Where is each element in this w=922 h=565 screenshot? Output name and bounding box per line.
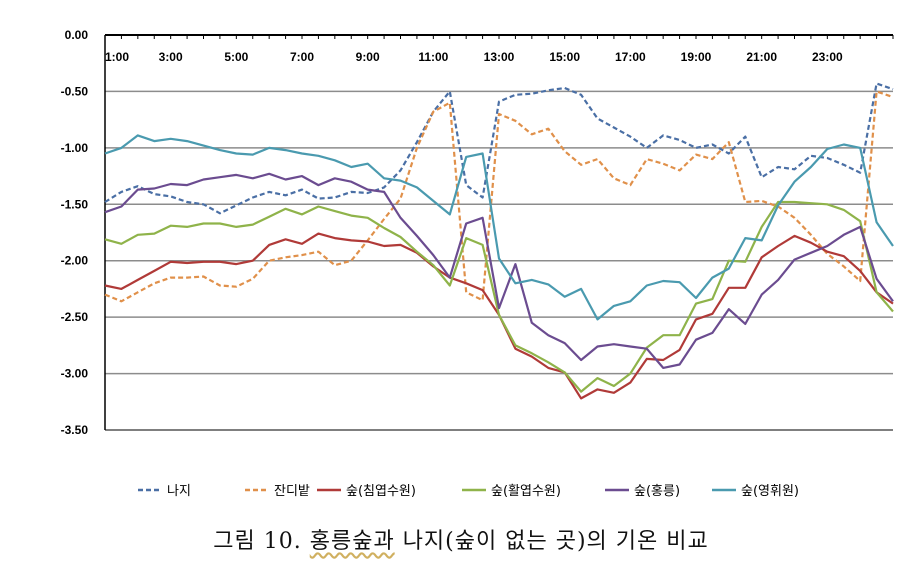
x-tick-label: 7:00: [290, 50, 314, 64]
legend-label: 잔디밭: [274, 484, 310, 499]
x-tick-label: 15:00: [549, 50, 580, 64]
y-tick-label: -1.50: [61, 197, 89, 211]
y-tick-label: -1.00: [61, 141, 89, 155]
y-tick-label: -3.00: [61, 367, 89, 381]
x-tick-label: 19:00: [681, 50, 712, 64]
x-tick-label: 21:00: [746, 50, 777, 64]
x-tick-label: 3:00: [159, 50, 183, 64]
series-line-1: [104, 82, 894, 215]
x-tick-label: 13:00: [484, 50, 515, 64]
series-line-5: [104, 172, 894, 369]
legend-label: 나지: [167, 484, 191, 499]
x-tick-label: 1:00: [105, 50, 129, 64]
y-axis: 0.00 -0.50 -1.00 -1.50 -2.00 -2.50 -3.00 -3.50: [61, 28, 106, 437]
legend-label: 숲(영휘원): [741, 484, 799, 499]
x-axis: 1:00 3:00 5:00 7:00 9:00 11:00 13:00 15:00 17:00…: [104, 35, 894, 64]
x-tick-label: 17:00: [615, 50, 646, 64]
legend-label: 숲(활엽수원): [491, 484, 561, 499]
legend-label: 숲(침엽수원): [346, 484, 416, 499]
series-lines: [104, 82, 894, 400]
x-tick-label: 23:00: [812, 50, 843, 64]
series-line-6: [104, 134, 894, 321]
y-tick-label: -2.00: [61, 254, 89, 268]
series-line-2: [104, 90, 894, 303]
x-tick-label: 5:00: [224, 50, 248, 64]
x-tick-label: 11:00: [418, 50, 448, 64]
caption-underlined: 홍릉숲과: [309, 529, 395, 554]
legend-label: 숲(홍릉): [634, 484, 680, 499]
grid-lines: [105, 34, 893, 431]
y-tick-label: -2.50: [61, 310, 89, 324]
y-tick-label: -0.50: [61, 84, 89, 98]
caption-suffix: 나지(숲이 없는 곳)의 기온 비교: [394, 529, 709, 554]
y-tick-label: -3.50: [61, 423, 89, 437]
caption-prefix: 그림 10.: [213, 529, 310, 554]
series-line-4: [104, 200, 894, 393]
x-tick-label: 9:00: [356, 50, 380, 64]
line-chart: 0.00-0.50-1.00-1.50-2.00-2.50-3.00-3.50 …: [61, 28, 894, 499]
figure-caption: 그림 10. 홍릉숲과 나지(숲이 없는 곳)의 기온 비교: [0, 523, 922, 555]
legend: 나지 잔디밭 숲(침엽수원) 숲(활엽수원) 숲(홍릉) 숲(영휘원): [138, 484, 799, 499]
y-tick-label: 0.00: [65, 28, 89, 42]
